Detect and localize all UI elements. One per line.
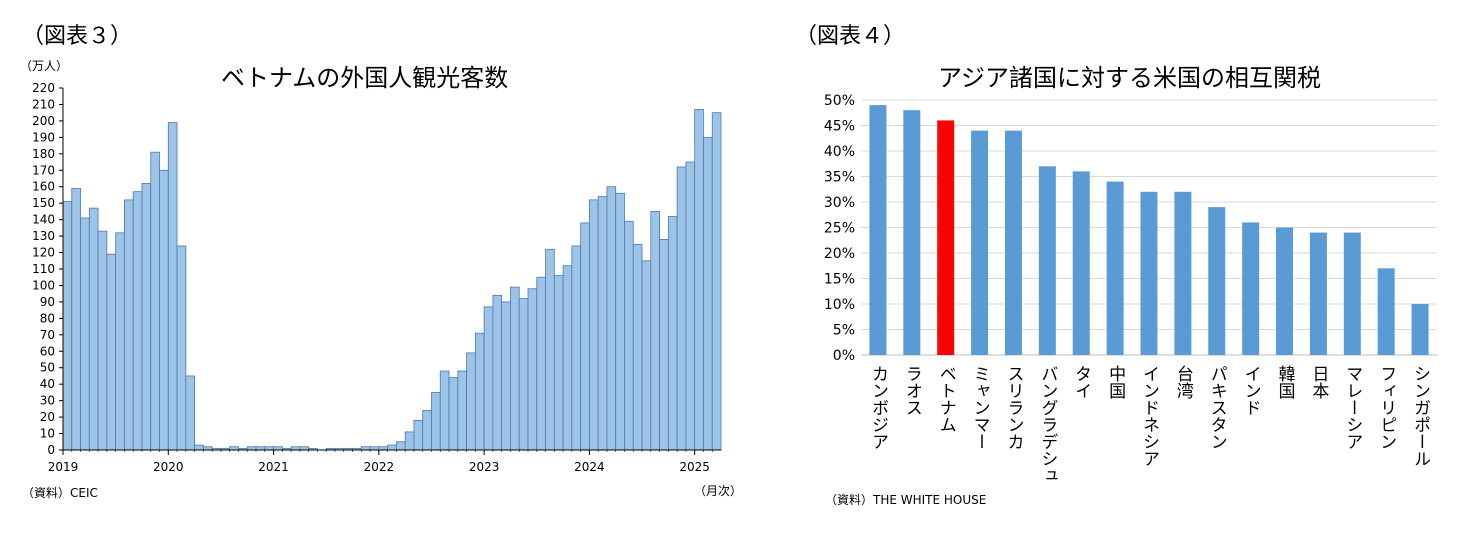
- left-y-tick-label: 100: [32, 278, 55, 292]
- right-bar: [1072, 171, 1090, 355]
- left-y-tick-label: 30: [40, 394, 55, 408]
- right-y-tick-label: 5%: [833, 323, 855, 339]
- right-y-tick-label: 0%: [833, 348, 855, 364]
- right-y-tick-label: 10%: [824, 297, 855, 313]
- right-figure-label: （図表４）: [795, 24, 906, 49]
- right-category-label: タイ: [1071, 365, 1091, 399]
- left-y-tick-label: 190: [32, 130, 55, 144]
- right-bar: [1242, 222, 1260, 355]
- right-bar: [1038, 166, 1056, 355]
- left-y-tick-label: 170: [32, 163, 55, 177]
- left-x-tick-label: 2022: [364, 460, 395, 474]
- right-category-label: 中国: [1105, 365, 1125, 399]
- right-y-tick-label: 40%: [824, 144, 855, 160]
- right-bar: [1106, 181, 1124, 355]
- left-unit-label: （万人）: [20, 59, 69, 73]
- left-y-tick-label: 70: [40, 328, 55, 342]
- right-category-label: シンガポール: [1410, 365, 1430, 467]
- left-y-tick-label: 0: [47, 443, 55, 457]
- left-x-tick-label: 2019: [48, 460, 79, 474]
- right-y-tick-label: 25%: [824, 221, 855, 237]
- left-y-tick-label: 40: [40, 377, 55, 391]
- left-chart-title: ベトナムの外国人観光客数: [221, 64, 509, 92]
- left-figure-label: （図表３）: [22, 24, 133, 49]
- left-chart: 0 10 20 30 40 50 60 70 80 90 100 110 120 130 140 150 160…: [32, 81, 722, 474]
- right-bar: [1309, 232, 1327, 355]
- left-y-tick-label: 140: [32, 213, 55, 227]
- right-y-tick-label: 30%: [824, 195, 855, 211]
- left-x-tick-label: 2021: [258, 460, 289, 474]
- left-y-tick-label: 110: [32, 262, 55, 276]
- right-bar: [1377, 268, 1395, 355]
- right-category-label: フィリピン: [1376, 365, 1396, 450]
- left-y-tick-label: 200: [32, 114, 55, 128]
- right-bar: [971, 130, 989, 355]
- left-y-tick-label: 90: [40, 295, 55, 309]
- right-category-label: スリランカ: [1003, 365, 1023, 450]
- left-y-tick-label: 10: [40, 427, 55, 441]
- right-y-tick-label: 20%: [824, 246, 855, 262]
- left-y-tick-label: 210: [32, 97, 55, 111]
- right-bar: [1343, 232, 1361, 355]
- left-x-tick-label: 2024: [574, 460, 605, 474]
- right-category-label: インドネシア: [1139, 365, 1159, 467]
- left-y-tick-label: 50: [40, 361, 55, 375]
- right-category-label: 韓国: [1275, 365, 1296, 399]
- right-bar: [1140, 191, 1158, 355]
- left-y-tick-label: 220: [32, 81, 55, 95]
- right-category-label: パキスタン: [1207, 365, 1227, 450]
- right-bar: [1411, 304, 1429, 355]
- right-y-tick-label: 50%: [824, 93, 855, 109]
- left-y-tick-label: 150: [32, 196, 55, 210]
- left-x-tick-label: 2025: [679, 460, 710, 474]
- left-y-tick-label: 130: [32, 229, 55, 243]
- right-category-label: カンボジア: [868, 365, 888, 450]
- left-source: （資料）CEIC: [22, 486, 98, 500]
- right-y-tick-label: 45%: [824, 119, 855, 135]
- right-category-label: 台湾: [1173, 365, 1194, 400]
- right-category-label: ミャンマー: [970, 365, 990, 450]
- left-y-tick-label: 180: [32, 147, 55, 161]
- left-y-tick-label: 20: [40, 410, 55, 424]
- right-bar: [1174, 191, 1192, 355]
- right-chart-title: アジア諸国に対する米国の相互関税: [938, 64, 1322, 92]
- right-category-label: バングラデシュ: [1037, 365, 1057, 484]
- right-bar: [1004, 130, 1022, 355]
- right-bar: [903, 110, 921, 355]
- right-source: （資料）THE WHITE HOUSE: [825, 493, 987, 507]
- left-y-tick-label: 60: [40, 344, 55, 358]
- right-bar: [869, 105, 887, 355]
- left-y-tick-label: 120: [32, 246, 55, 260]
- right-category-label: ラオス: [902, 365, 922, 416]
- right-y-tick-label: 35%: [824, 170, 855, 186]
- right-category-label: マレーシア: [1342, 365, 1362, 450]
- right-bar: [937, 120, 955, 356]
- left-y-tick-label: 80: [40, 311, 55, 325]
- right-category-label: 日本: [1308, 365, 1329, 399]
- right-y-tick-label: 15%: [824, 272, 855, 288]
- left-y-tick-label: 160: [32, 180, 55, 194]
- left-x-tick-label: 2020: [153, 460, 184, 474]
- left-x-tick-label: 2023: [469, 460, 500, 474]
- left-x-unit: （月次）: [694, 484, 743, 498]
- right-category-label: インド: [1241, 365, 1261, 416]
- right-bar: [1208, 207, 1226, 355]
- right-category-label: ベトナム: [936, 365, 956, 433]
- right-bar: [1276, 227, 1294, 355]
